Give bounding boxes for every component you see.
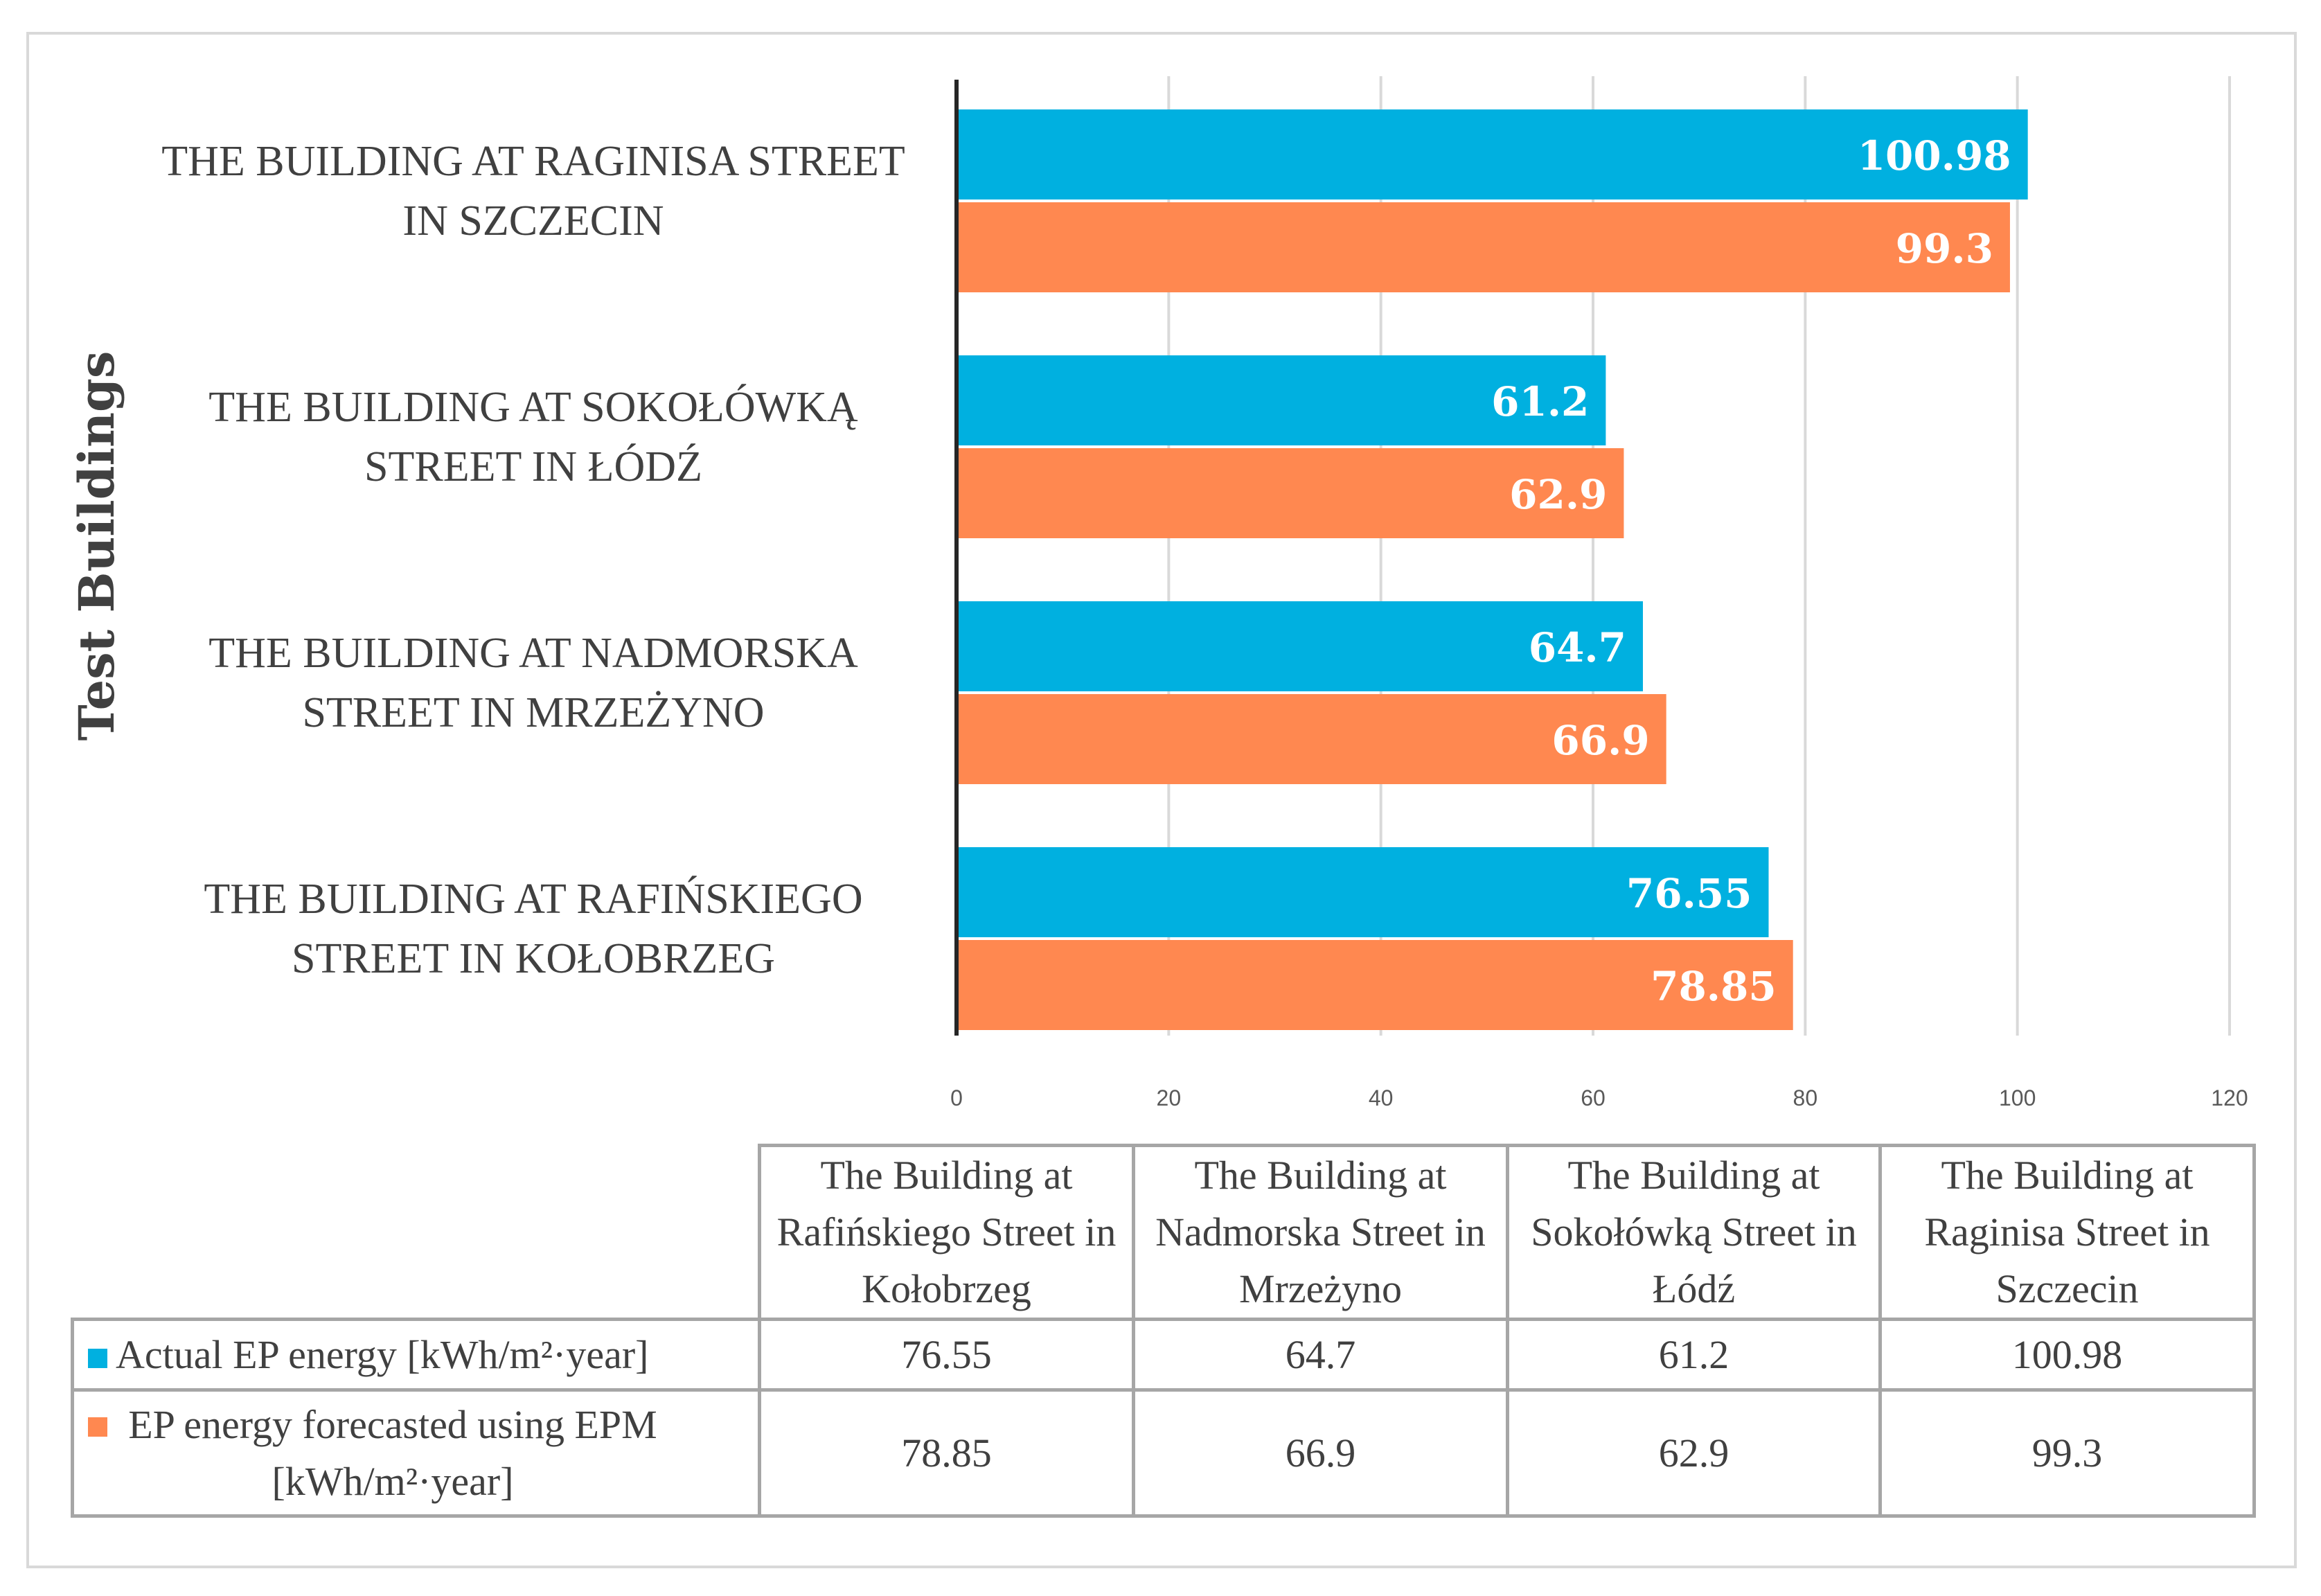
- bar-value-label: 78.85: [1651, 963, 1777, 1010]
- table-row: EP energy forecasted using EPM [kWh/m²·y…: [71, 1388, 2256, 1518]
- legend-label: Actual EP energy [kWh/m²·year]: [116, 1331, 649, 1377]
- bar-value-label: 64.7: [1529, 624, 1626, 671]
- legend-swatch-actual: [88, 1349, 107, 1369]
- bar-forecast: [959, 448, 1624, 538]
- category-label: THE BUILDING AT RAGINISA STREET IN SZCZE…: [161, 138, 905, 245]
- bars: [959, 109, 2028, 1030]
- table-cell: 76.55: [758, 1318, 1135, 1392]
- bar-actual: [959, 847, 1769, 937]
- bar-forecast: [959, 202, 2010, 292]
- bar-value-labels: 100.98 99.3 61.2 62.9 64.7 66.9 76.55 78.85: [1491, 132, 2011, 1010]
- bar-value-label: 100.98: [1858, 132, 2011, 179]
- x-tick-label: 80: [1793, 1085, 1818, 1110]
- bar-value-label: 62.9: [1509, 471, 1607, 518]
- bar-value-label: 66.9: [1551, 717, 1649, 764]
- x-tick-label: 0: [950, 1085, 963, 1110]
- table-header: The Building at Raginisa Street in Szcze…: [1878, 1144, 2256, 1321]
- bar-actual: [959, 355, 1606, 445]
- legend-swatch-forecast: [88, 1417, 107, 1437]
- bar-actual: [959, 601, 1643, 691]
- bar-chart: 100.98 99.3 61.2 62.9 64.7 66.9 76.55 78.85 0 20…: [950, 76, 2248, 1110]
- x-tick-label: 100: [1999, 1085, 2036, 1110]
- bar-value-label: 99.3: [1896, 225, 1993, 272]
- table-cell: 100.98: [1878, 1318, 2256, 1392]
- category-label: THE BUILDING AT NADMORSKA STREET IN MRZE…: [208, 630, 858, 736]
- table-header: The Building at Nadmorska Street in Mrze…: [1132, 1144, 1509, 1321]
- table-header: The Building at Rafińskiego Street in Ko…: [758, 1144, 1135, 1321]
- x-tick-labels: 0 20 40 60 80 100 120: [950, 1085, 2248, 1110]
- table-row: Actual EP energy [kWh/m²·year] 76.55 64.…: [71, 1318, 2256, 1392]
- x-tick-label: 20: [1157, 1085, 1182, 1110]
- bar-actual: [959, 109, 2028, 200]
- data-table: The Building at Rafińskiego Street in Ko…: [71, 1144, 2256, 1518]
- table-cell: 62.9: [1506, 1388, 1882, 1518]
- bar-value-label: 61.2: [1491, 378, 1589, 425]
- table-cell: 64.7: [1132, 1318, 1509, 1392]
- x-tick-label: 120: [2211, 1085, 2248, 1110]
- legend-entry-forecast: EP energy forecasted using EPM [kWh/m²·y…: [71, 1388, 761, 1518]
- legend-entry-actual: Actual EP energy [kWh/m²·year]: [71, 1318, 761, 1392]
- table-cell: 61.2: [1506, 1318, 1882, 1392]
- table-cell: 66.9: [1132, 1388, 1509, 1518]
- table-cell: 78.85: [758, 1388, 1135, 1518]
- category-label: THE BUILDING AT RAFIŃSKIEGO STREET IN KO…: [204, 876, 863, 982]
- bar-value-label: 76.55: [1626, 870, 1752, 917]
- bar-forecast: [959, 940, 1793, 1030]
- table-cell: 99.3: [1878, 1388, 2256, 1518]
- table-header: The Building at Sokołówką Street in Łódź: [1506, 1144, 1882, 1321]
- table-corner: [72, 1145, 761, 1321]
- x-tick-label: 60: [1581, 1085, 1606, 1110]
- chart-frame: [26, 32, 2297, 1568]
- bar-forecast: [959, 694, 1666, 784]
- category-label: THE BUILDING AT SOKOŁÓWKĄ STREET IN ŁÓDŹ: [208, 384, 858, 490]
- legend-label: EP energy forecasted using EPM [kWh/m²·y…: [128, 1401, 657, 1504]
- x-tick-label: 40: [1369, 1085, 1394, 1110]
